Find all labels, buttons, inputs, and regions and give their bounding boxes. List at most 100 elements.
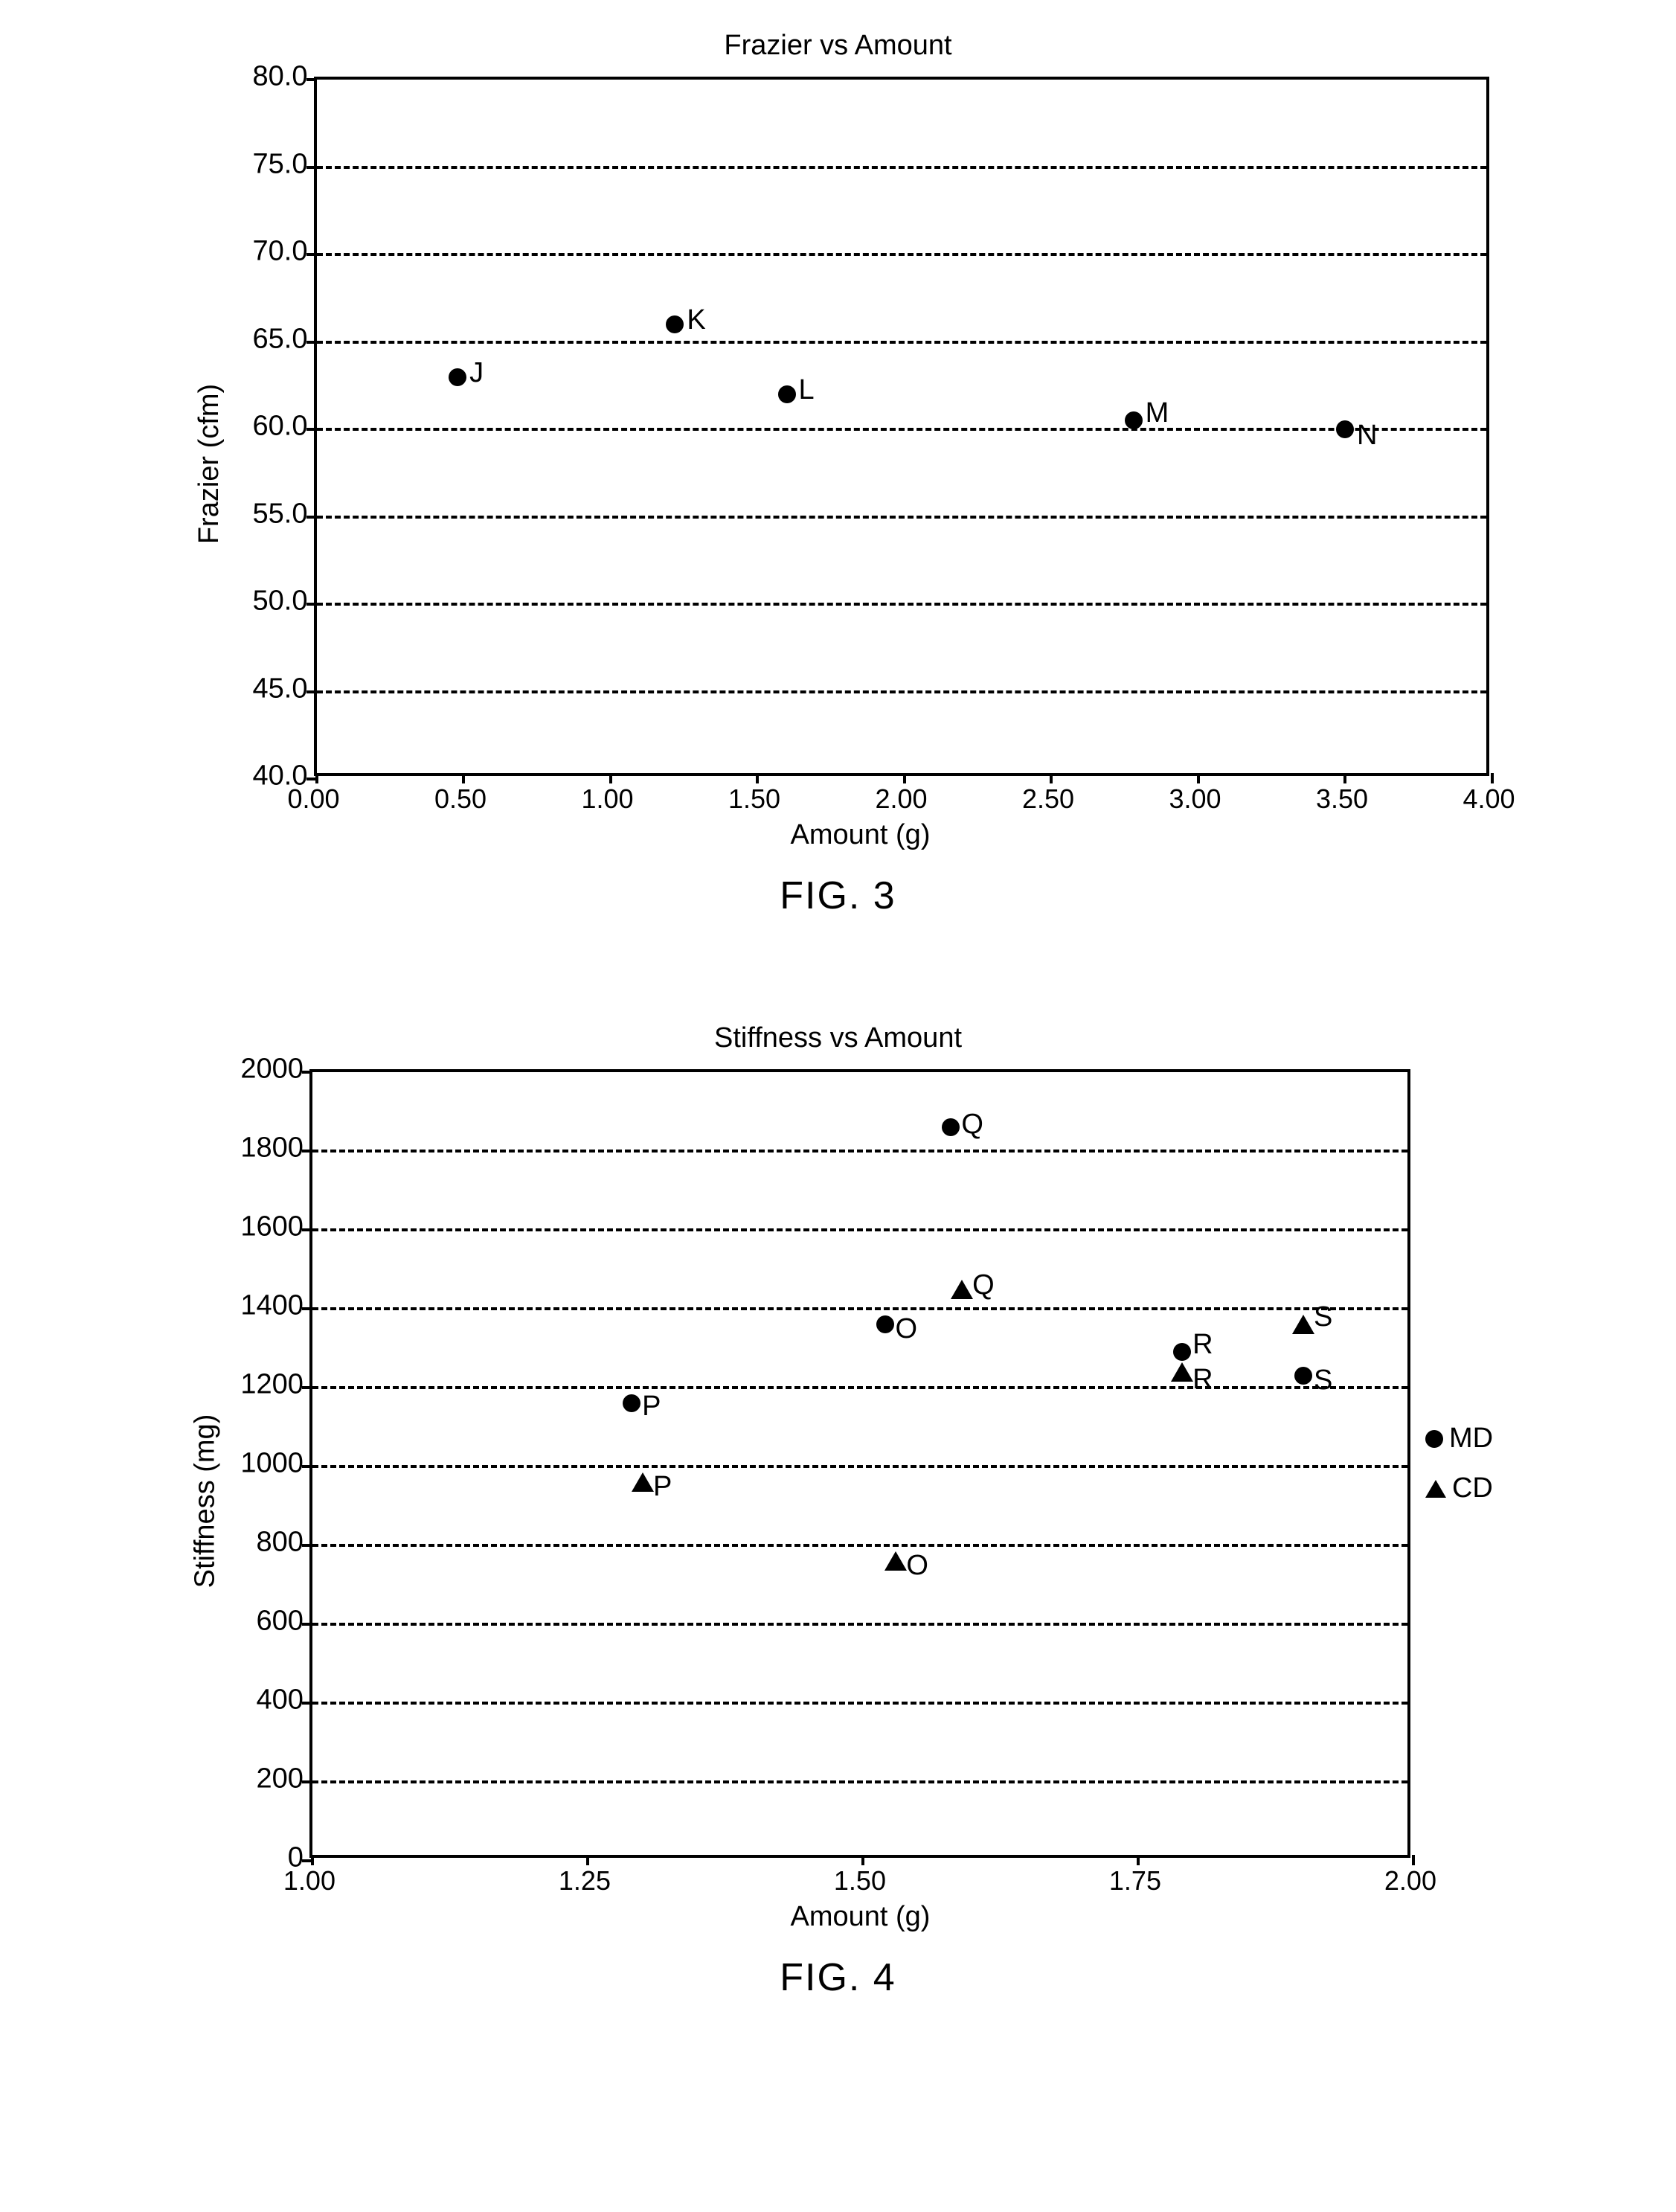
x-tick-label: 3.00 [1169, 783, 1221, 815]
plot-stack: 2000180016001400120010008006004002000 OP… [228, 1069, 1493, 1933]
x-tick-label: 3.50 [1316, 783, 1368, 815]
data-point-label: Q [972, 1271, 995, 1299]
y-axis-label-container: Frazier (cfm) [187, 77, 232, 851]
triangle-marker-icon [884, 1551, 907, 1571]
triangle-marker-icon [1292, 1315, 1314, 1334]
gridline [312, 1228, 1407, 1231]
y-tick-label: 50.0 [253, 586, 308, 618]
y-tick-mark [302, 1623, 312, 1626]
x-tick-label: 0.00 [287, 783, 339, 815]
data-point-label: N [1357, 421, 1377, 449]
y-tick-mark [306, 78, 317, 81]
gridline [312, 1544, 1407, 1547]
y-tick-label: 200 [257, 1763, 304, 1795]
data-point-label: M [1146, 399, 1169, 427]
legend-label: CD [1452, 1472, 1493, 1504]
circle-marker-icon [1425, 1430, 1443, 1448]
circle-marker-icon [942, 1118, 960, 1136]
y-tick-label: 1800 [240, 1132, 304, 1164]
triangle-marker-icon [632, 1472, 654, 1492]
gridline [312, 1150, 1407, 1153]
chart-fig3: Frazier vs Amount Frazier (cfm) 80.075.0… [22, 30, 1654, 918]
circle-marker-icon [1173, 1343, 1191, 1361]
gridline [317, 253, 1486, 256]
x-tick-label: 1.75 [1109, 1865, 1161, 1897]
figure-caption: FIG. 4 [22, 1955, 1654, 2000]
y-axis-label-container: Stiffness (mg) [183, 1069, 228, 1933]
legend: MD CD [1410, 1069, 1493, 1858]
chart-frame: Frazier (cfm) 80.075.070.065.060.055.050… [22, 77, 1654, 851]
x-axis-label: Amount (g) [228, 1901, 1493, 1933]
data-point-label: J [469, 359, 484, 387]
x-tick-label: 2.00 [1384, 1865, 1436, 1897]
data-point-label: R [1192, 1365, 1213, 1394]
gridline [312, 1780, 1407, 1783]
y-tick-mark [302, 1071, 312, 1074]
y-tick-mark [306, 516, 317, 519]
data-point-label: Q [961, 1110, 983, 1138]
plot-area: J K L M N [314, 77, 1489, 776]
y-axis-label: Frazier (cfm) [193, 384, 225, 544]
y-tick-mark [302, 1780, 312, 1783]
figure-caption: FIG. 3 [22, 873, 1654, 918]
y-tick-mark [302, 1465, 312, 1468]
circle-marker-icon [1125, 411, 1143, 429]
plot-stack: 80.075.070.065.060.055.050.045.040.0 JKL… [232, 77, 1489, 851]
gridline [317, 516, 1486, 519]
gridline [312, 1465, 1407, 1468]
y-tick-label: 75.0 [253, 148, 308, 180]
legend-item: MD [1425, 1423, 1493, 1455]
y-tick-label: 1600 [240, 1211, 304, 1243]
x-tick-mark [1412, 1855, 1415, 1865]
data-point-label: S [1314, 1303, 1332, 1331]
plot-area: OPQRSOPQRS [309, 1069, 1410, 1858]
gridline [312, 1386, 1407, 1389]
gridline [317, 166, 1486, 169]
y-tick-label: 60.0 [253, 411, 308, 443]
y-ticks: 80.075.070.065.060.055.050.045.040.0 [232, 77, 314, 776]
gridline [317, 341, 1486, 344]
y-tick-label: 55.0 [253, 498, 308, 530]
y-tick-mark [302, 1228, 312, 1231]
y-axis-label: Stiffness (mg) [189, 1414, 221, 1589]
gridline [317, 428, 1486, 431]
triangle-marker-icon [1425, 1480, 1446, 1498]
data-point-label: K [687, 306, 705, 334]
y-tick-mark [302, 1702, 312, 1705]
circle-marker-icon [623, 1394, 640, 1412]
data-point-label: O [896, 1315, 918, 1343]
plot-row: 80.075.070.065.060.055.050.045.040.0 JKL… [232, 77, 1489, 776]
data-point-label: S [1314, 1366, 1332, 1394]
circle-marker-icon [778, 385, 796, 403]
chart-title: Frazier vs Amount [22, 30, 1654, 62]
x-tick-label: 1.00 [581, 783, 633, 815]
x-ticks-row: 1.001.251.501.752.00 [228, 1858, 1493, 1895]
x-tick-label: 1.50 [728, 783, 780, 815]
y-tick-mark [302, 1307, 312, 1310]
y-tick-mark [302, 1544, 312, 1547]
y-tick-label: 65.0 [253, 323, 308, 355]
x-tick-label: 1.00 [283, 1865, 335, 1897]
y-tick-label: 1400 [240, 1290, 304, 1322]
y-tick-label: 1200 [240, 1369, 304, 1401]
triangle-marker-icon [1171, 1362, 1193, 1382]
x-axis-label: Amount (g) [232, 819, 1489, 851]
circle-marker-icon [1294, 1367, 1312, 1385]
x-ticks-row: 0.000.501.001.502.002.503.003.504.00 [232, 776, 1489, 813]
x-tick-label: 1.25 [559, 1865, 611, 1897]
data-point-label: R [1192, 1330, 1213, 1359]
y-tick-mark [306, 341, 317, 344]
y-tick-mark [302, 1150, 312, 1153]
x-ticks: 0.000.501.001.502.002.503.003.504.00 [314, 776, 1489, 813]
gridline [312, 1623, 1407, 1626]
y-tick-label: 70.0 [253, 236, 308, 268]
data-point-label: L [799, 376, 815, 404]
x-tick-mark [1491, 773, 1494, 783]
y-tick-label: 800 [257, 1527, 304, 1559]
y-tick-mark [306, 253, 317, 256]
x-ticks: 1.001.251.501.752.00 [309, 1858, 1410, 1895]
y-tick-mark [306, 428, 317, 431]
gridline [317, 603, 1486, 606]
circle-marker-icon [449, 368, 466, 386]
y-tick-mark [302, 1386, 312, 1389]
